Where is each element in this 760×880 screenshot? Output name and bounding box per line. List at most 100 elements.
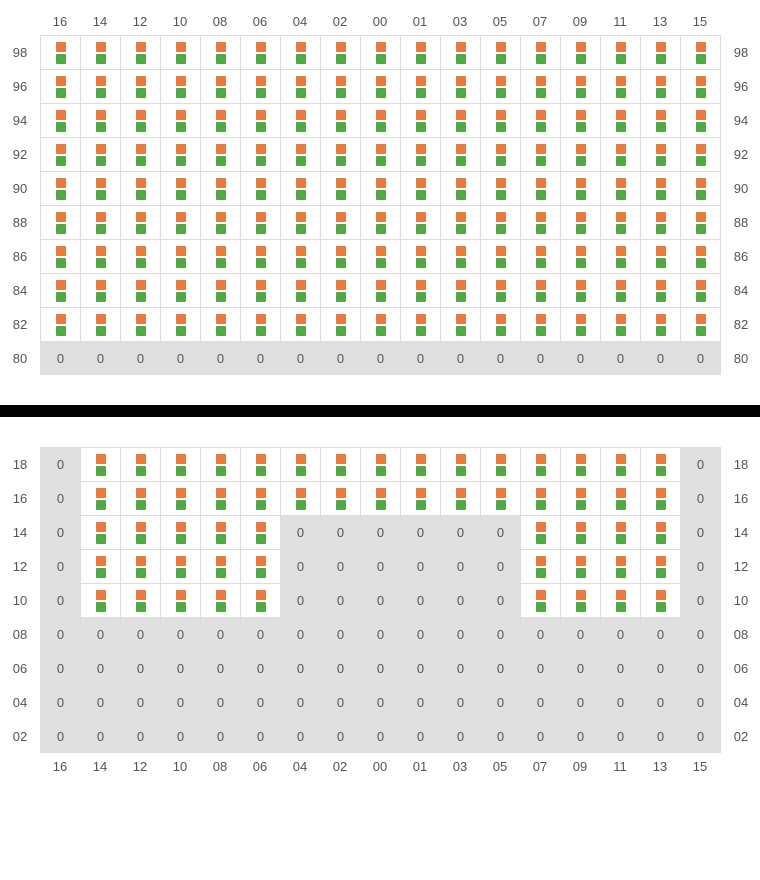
grid-cell[interactable] [401,172,441,205]
grid-cell[interactable] [521,70,561,103]
grid-cell[interactable] [561,70,601,103]
grid-cell[interactable] [441,482,481,515]
grid-cell[interactable] [601,70,641,103]
grid-cell[interactable] [521,308,561,341]
grid-cell[interactable] [441,240,481,273]
grid-cell[interactable] [121,70,161,103]
grid-cell[interactable] [681,240,721,273]
grid-cell[interactable] [681,172,721,205]
grid-cell[interactable] [281,482,321,515]
grid-cell[interactable] [641,482,681,515]
grid-cell[interactable] [361,206,401,239]
grid-cell[interactable] [561,516,601,549]
grid-cell[interactable] [241,482,281,515]
grid-cell[interactable] [521,516,561,549]
grid-cell[interactable] [361,482,401,515]
grid-cell[interactable] [321,138,361,171]
grid-cell[interactable] [281,240,321,273]
grid-cell[interactable] [41,70,81,103]
grid-cell[interactable] [41,206,81,239]
grid-cell[interactable] [241,516,281,549]
grid-cell[interactable] [601,308,641,341]
grid-cell[interactable] [41,104,81,137]
grid-cell[interactable] [641,308,681,341]
grid-cell[interactable] [641,104,681,137]
grid-cell[interactable] [281,104,321,137]
grid-cell[interactable] [521,550,561,583]
grid-cell[interactable] [641,240,681,273]
grid-cell[interactable] [321,482,361,515]
grid-cell[interactable] [81,172,121,205]
grid-cell[interactable] [481,308,521,341]
grid-cell[interactable] [401,482,441,515]
grid-cell[interactable] [681,104,721,137]
grid-cell[interactable] [361,172,401,205]
grid-cell[interactable] [281,274,321,307]
grid-cell[interactable] [321,104,361,137]
grid-cell[interactable] [201,274,241,307]
grid-cell[interactable] [121,516,161,549]
grid-cell[interactable] [641,448,681,481]
grid-cell[interactable] [441,138,481,171]
grid-cell[interactable] [441,36,481,69]
grid-cell[interactable] [561,172,601,205]
grid-cell[interactable] [241,172,281,205]
grid-cell[interactable] [601,36,641,69]
grid-cell[interactable] [561,274,601,307]
grid-cell[interactable] [521,274,561,307]
grid-cell[interactable] [401,138,441,171]
grid-cell[interactable] [601,584,641,617]
grid-cell[interactable] [441,70,481,103]
grid-cell[interactable] [401,274,441,307]
grid-cell[interactable] [361,308,401,341]
grid-cell[interactable] [201,36,241,69]
grid-cell[interactable] [561,240,601,273]
grid-cell[interactable] [521,104,561,137]
grid-cell[interactable] [601,138,641,171]
grid-cell[interactable] [121,308,161,341]
grid-cell[interactable] [81,482,121,515]
grid-cell[interactable] [601,104,641,137]
grid-cell[interactable] [201,482,241,515]
grid-cell[interactable] [561,206,601,239]
grid-cell[interactable] [241,138,281,171]
grid-cell[interactable] [121,550,161,583]
grid-cell[interactable] [241,206,281,239]
grid-cell[interactable] [281,448,321,481]
grid-cell[interactable] [241,584,281,617]
grid-cell[interactable] [81,206,121,239]
grid-cell[interactable] [601,516,641,549]
grid-cell[interactable] [201,240,241,273]
grid-cell[interactable] [321,240,361,273]
grid-cell[interactable] [521,36,561,69]
grid-cell[interactable] [481,274,521,307]
grid-cell[interactable] [361,240,401,273]
grid-cell[interactable] [361,138,401,171]
grid-cell[interactable] [641,138,681,171]
grid-cell[interactable] [241,240,281,273]
grid-cell[interactable] [601,274,641,307]
grid-cell[interactable] [81,104,121,137]
grid-cell[interactable] [601,240,641,273]
grid-cell[interactable] [601,448,641,481]
grid-cell[interactable] [681,138,721,171]
grid-cell[interactable] [241,448,281,481]
grid-cell[interactable] [441,206,481,239]
grid-cell[interactable] [161,584,201,617]
grid-cell[interactable] [681,308,721,341]
grid-cell[interactable] [641,206,681,239]
grid-cell[interactable] [161,274,201,307]
grid-cell[interactable] [281,308,321,341]
grid-cell[interactable] [481,70,521,103]
grid-cell[interactable] [441,104,481,137]
grid-cell[interactable] [401,308,441,341]
grid-cell[interactable] [321,448,361,481]
grid-cell[interactable] [521,584,561,617]
grid-cell[interactable] [641,70,681,103]
grid-cell[interactable] [361,274,401,307]
grid-cell[interactable] [441,274,481,307]
grid-cell[interactable] [81,274,121,307]
grid-cell[interactable] [321,172,361,205]
grid-cell[interactable] [201,138,241,171]
grid-cell[interactable] [321,274,361,307]
